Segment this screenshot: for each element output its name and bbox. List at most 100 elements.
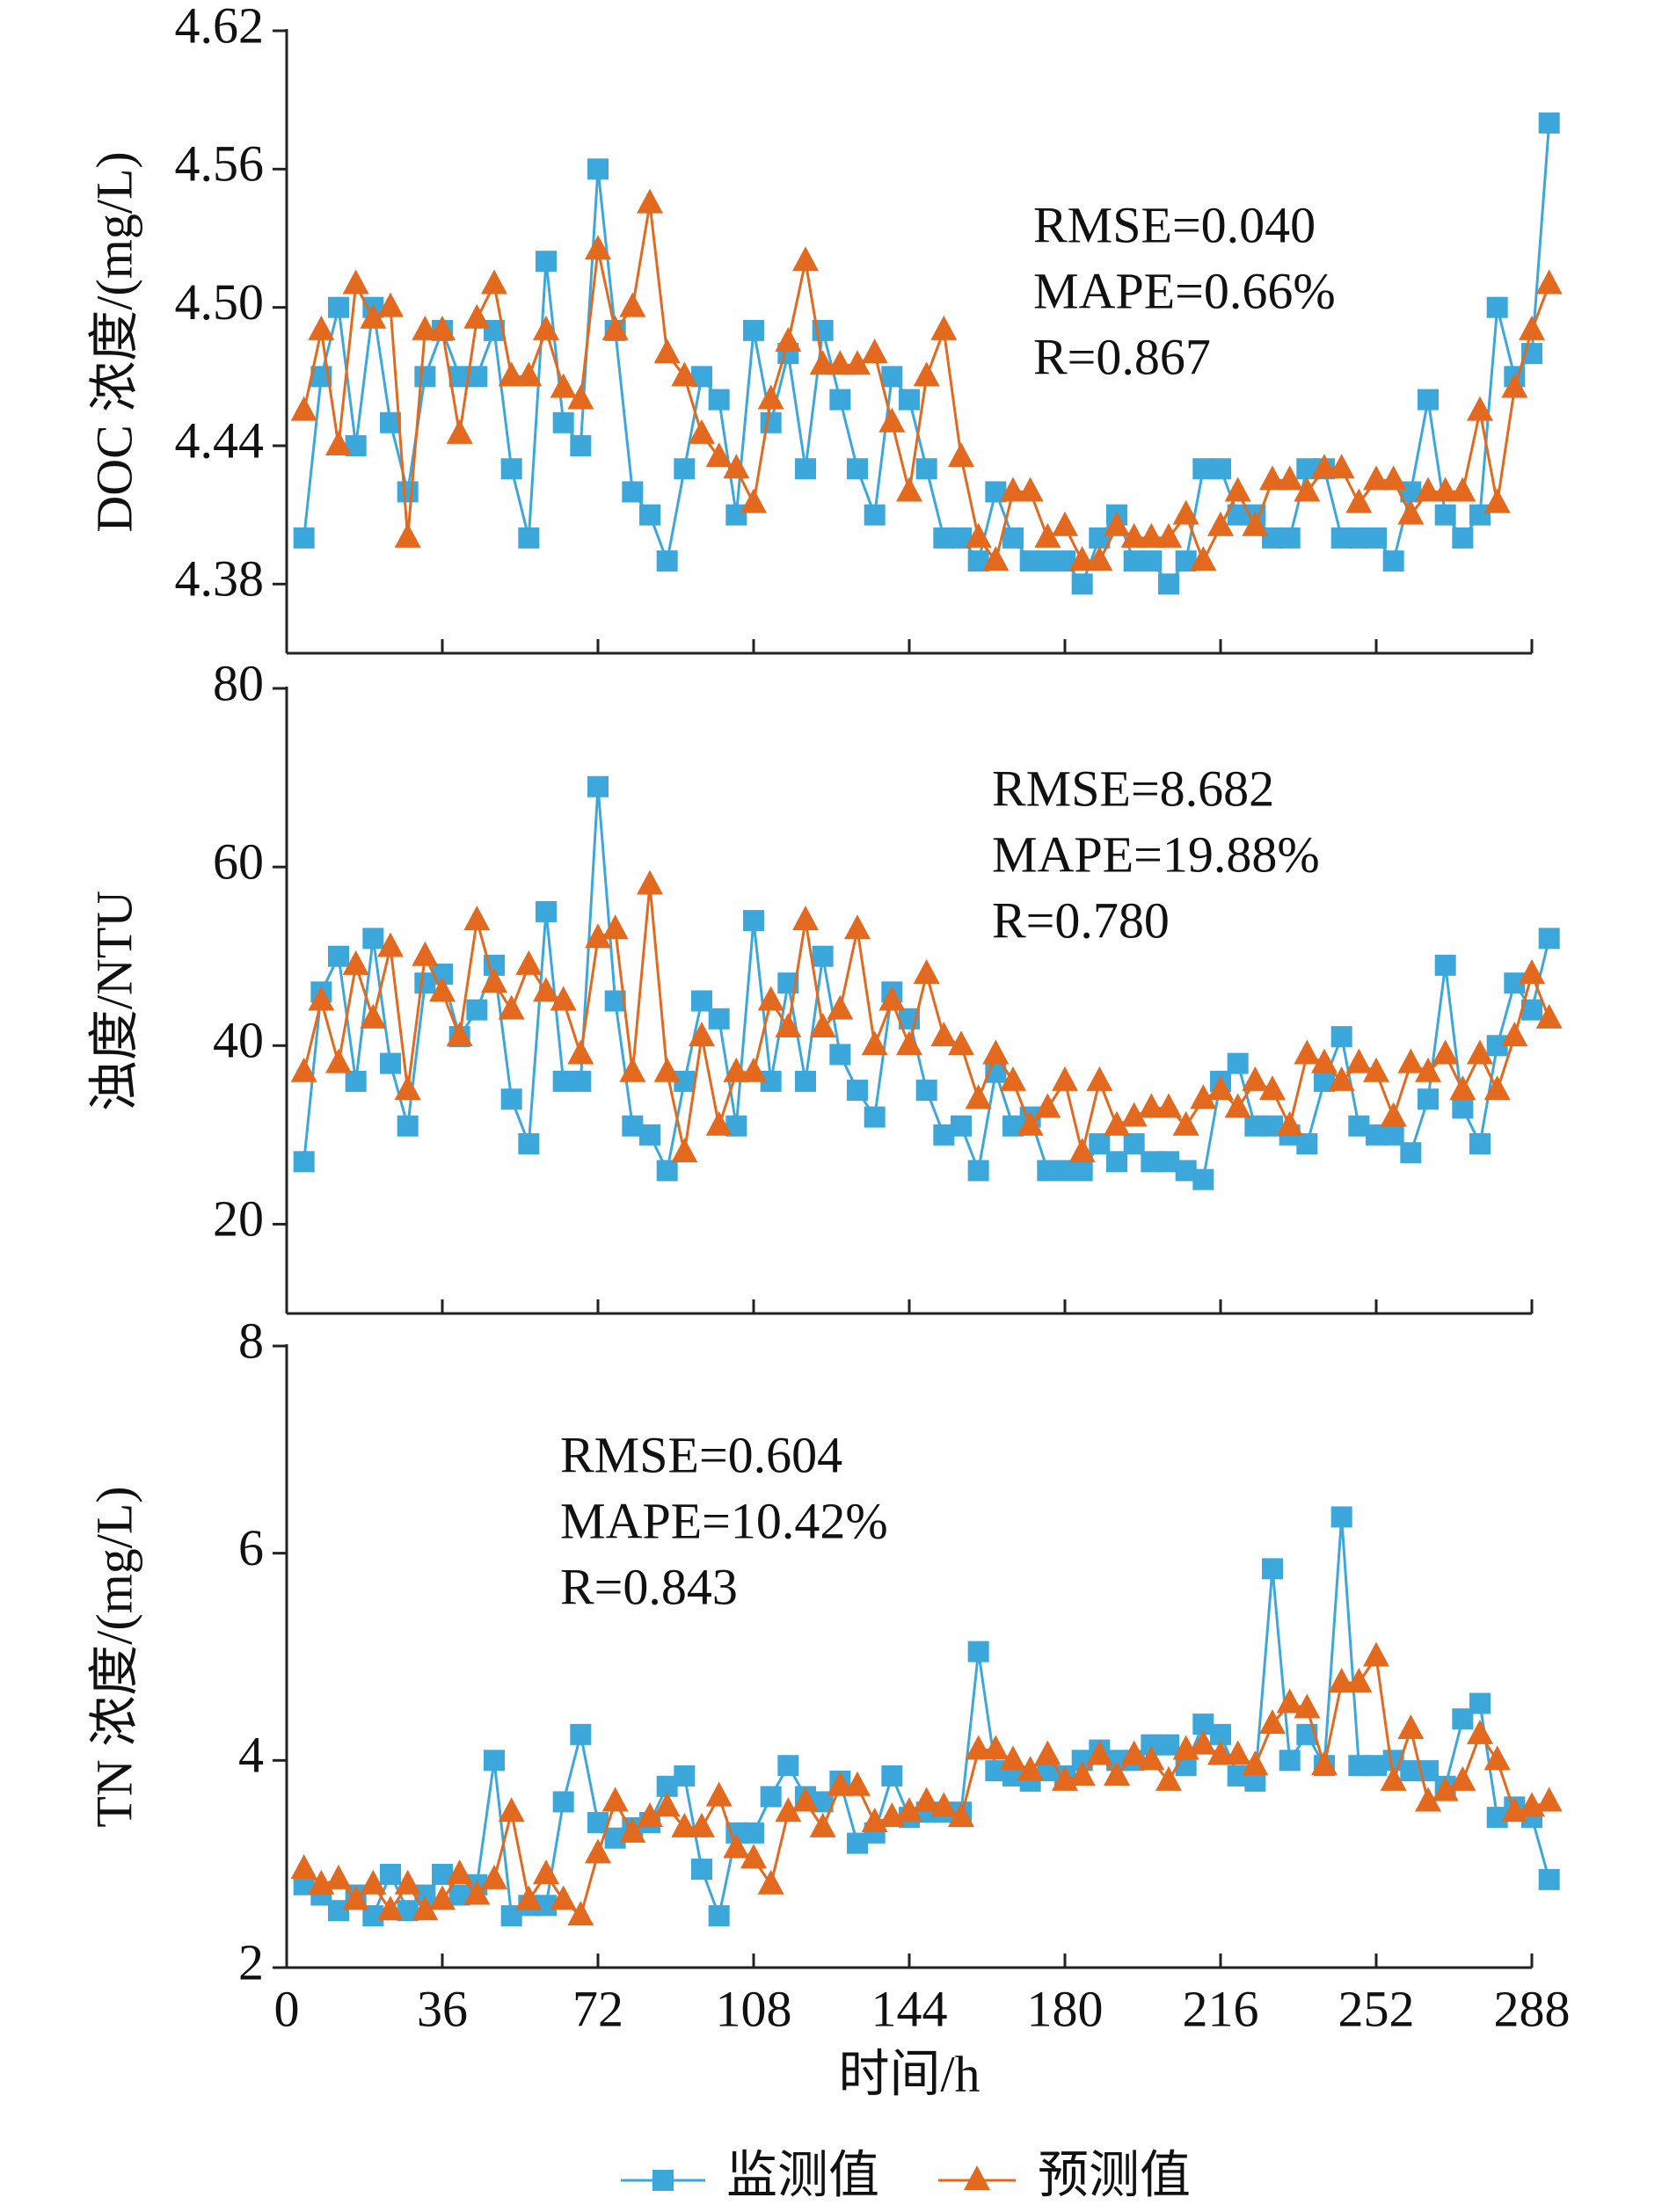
- data-point: [792, 906, 819, 931]
- data-point: [930, 315, 958, 340]
- y-tick-label: 4.62: [175, 0, 265, 54]
- data-point: [1120, 1740, 1148, 1765]
- data-point: [448, 366, 470, 388]
- data-point: [1415, 477, 1441, 502]
- data-point: [1034, 522, 1061, 548]
- data-point: [1000, 477, 1026, 502]
- data-point: [601, 315, 629, 340]
- annotation: RMSE=8.682: [992, 760, 1274, 817]
- data-point: [585, 1838, 611, 1864]
- data-point: [377, 932, 404, 957]
- data-point: [1071, 573, 1093, 595]
- data-point: [809, 350, 836, 375]
- data-point: [1538, 1868, 1560, 1890]
- annotation: RMSE=0.604: [560, 1426, 842, 1483]
- data-point: [948, 1802, 974, 1828]
- data-point: [1138, 1093, 1165, 1118]
- data-point: [1034, 1093, 1061, 1118]
- annotation: MAPE=0.66%: [1033, 262, 1336, 319]
- data-point: [360, 1003, 387, 1029]
- data-point: [1123, 1133, 1145, 1155]
- data-point: [1068, 546, 1096, 571]
- data-point: [982, 546, 1010, 571]
- data-point: [570, 1070, 592, 1092]
- data-point: [757, 986, 784, 1011]
- data-point: [1363, 1641, 1389, 1667]
- data-point: [1172, 499, 1199, 525]
- data-point: [412, 941, 439, 966]
- data-point: [775, 1797, 802, 1823]
- data-point: [743, 319, 764, 341]
- data-point: [861, 1030, 888, 1056]
- data-point: [827, 994, 854, 1020]
- data-point: [913, 959, 940, 985]
- data-point: [965, 1735, 992, 1760]
- data-point: [293, 527, 315, 549]
- data-point: [1192, 1168, 1214, 1190]
- x-tick-label: 180: [1027, 1980, 1104, 2037]
- data-point: [1089, 1133, 1111, 1155]
- data-point: [1155, 1093, 1182, 1118]
- data-point: [656, 550, 678, 572]
- data-point: [446, 1022, 473, 1047]
- data-point: [1259, 465, 1286, 491]
- data-point: [1207, 1075, 1234, 1101]
- data-point: [1328, 454, 1355, 479]
- data-point: [637, 1802, 663, 1828]
- data-point: [619, 292, 646, 317]
- data-point: [671, 1812, 698, 1837]
- data-point: [515, 361, 543, 387]
- data-point: [1538, 112, 1560, 134]
- data-point: [362, 928, 384, 950]
- data-point: [1279, 527, 1301, 549]
- data-point: [1311, 1048, 1338, 1073]
- data-point: [1279, 1750, 1301, 1772]
- data-point: [1017, 1110, 1044, 1136]
- data-point: [515, 1885, 543, 1910]
- y-tick-label: 60: [213, 833, 264, 890]
- data-point: [550, 986, 577, 1011]
- data-point: [1311, 454, 1338, 479]
- legend-label: 监测值: [726, 2146, 879, 2203]
- data-point: [1452, 1097, 1474, 1119]
- data-point: [740, 1057, 767, 1082]
- data-point: [760, 1786, 782, 1808]
- data-point: [965, 1084, 992, 1110]
- x-tick-label: 108: [716, 1980, 792, 2037]
- data-point: [446, 1859, 473, 1884]
- data-point: [757, 1869, 784, 1895]
- data-point: [1449, 1075, 1476, 1101]
- data-point: [795, 1070, 816, 1092]
- y-tick-label: 20: [213, 1190, 264, 1248]
- data-point: [622, 481, 644, 503]
- data-point: [1382, 1124, 1404, 1146]
- data-point: [1328, 1667, 1355, 1692]
- data-point: [1276, 1110, 1303, 1136]
- data-point: [397, 1115, 419, 1137]
- data-point: [1469, 1692, 1491, 1714]
- data-point: [1418, 389, 1439, 411]
- data-point: [1052, 1066, 1078, 1091]
- series-line: [303, 884, 1551, 1153]
- data-point: [1501, 1022, 1528, 1047]
- data-point: [1071, 1160, 1093, 1182]
- data-point: [915, 458, 937, 480]
- data-point: [552, 1791, 574, 1813]
- data-point: [757, 384, 784, 410]
- data-point: [500, 458, 522, 480]
- y-tick-label: 4.38: [175, 550, 265, 608]
- data-point: [429, 1885, 456, 1910]
- legend-marker: [652, 2170, 674, 2191]
- data-point: [429, 315, 456, 340]
- data-point: [1434, 954, 1456, 976]
- data-point: [397, 481, 419, 503]
- data-point: [965, 522, 992, 548]
- data-point: [951, 1115, 972, 1137]
- data-point: [671, 361, 698, 387]
- annotation: MAPE=19.88%: [992, 826, 1320, 883]
- y-tick-label: 4.56: [175, 135, 265, 193]
- data-point: [325, 1048, 352, 1073]
- data-point: [619, 1057, 646, 1082]
- data-point: [1000, 1066, 1026, 1091]
